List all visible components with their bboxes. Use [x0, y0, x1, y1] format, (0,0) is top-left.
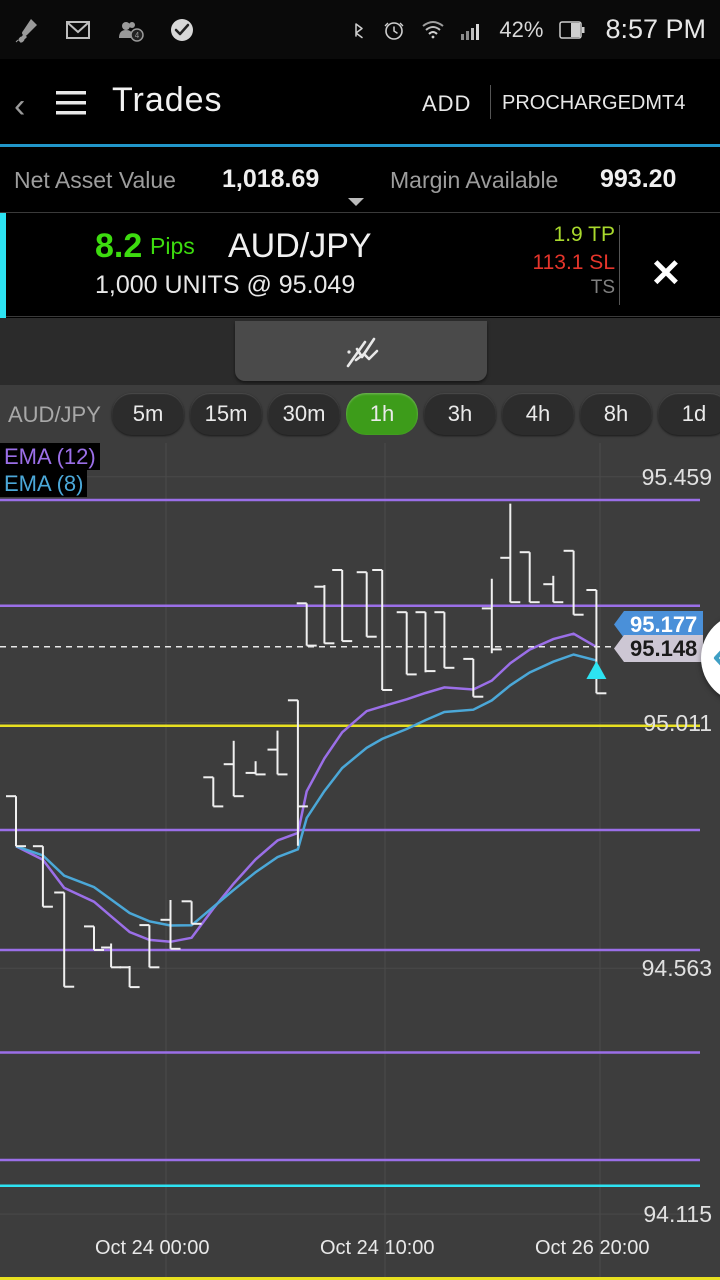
- svg-text:4: 4: [135, 31, 140, 40]
